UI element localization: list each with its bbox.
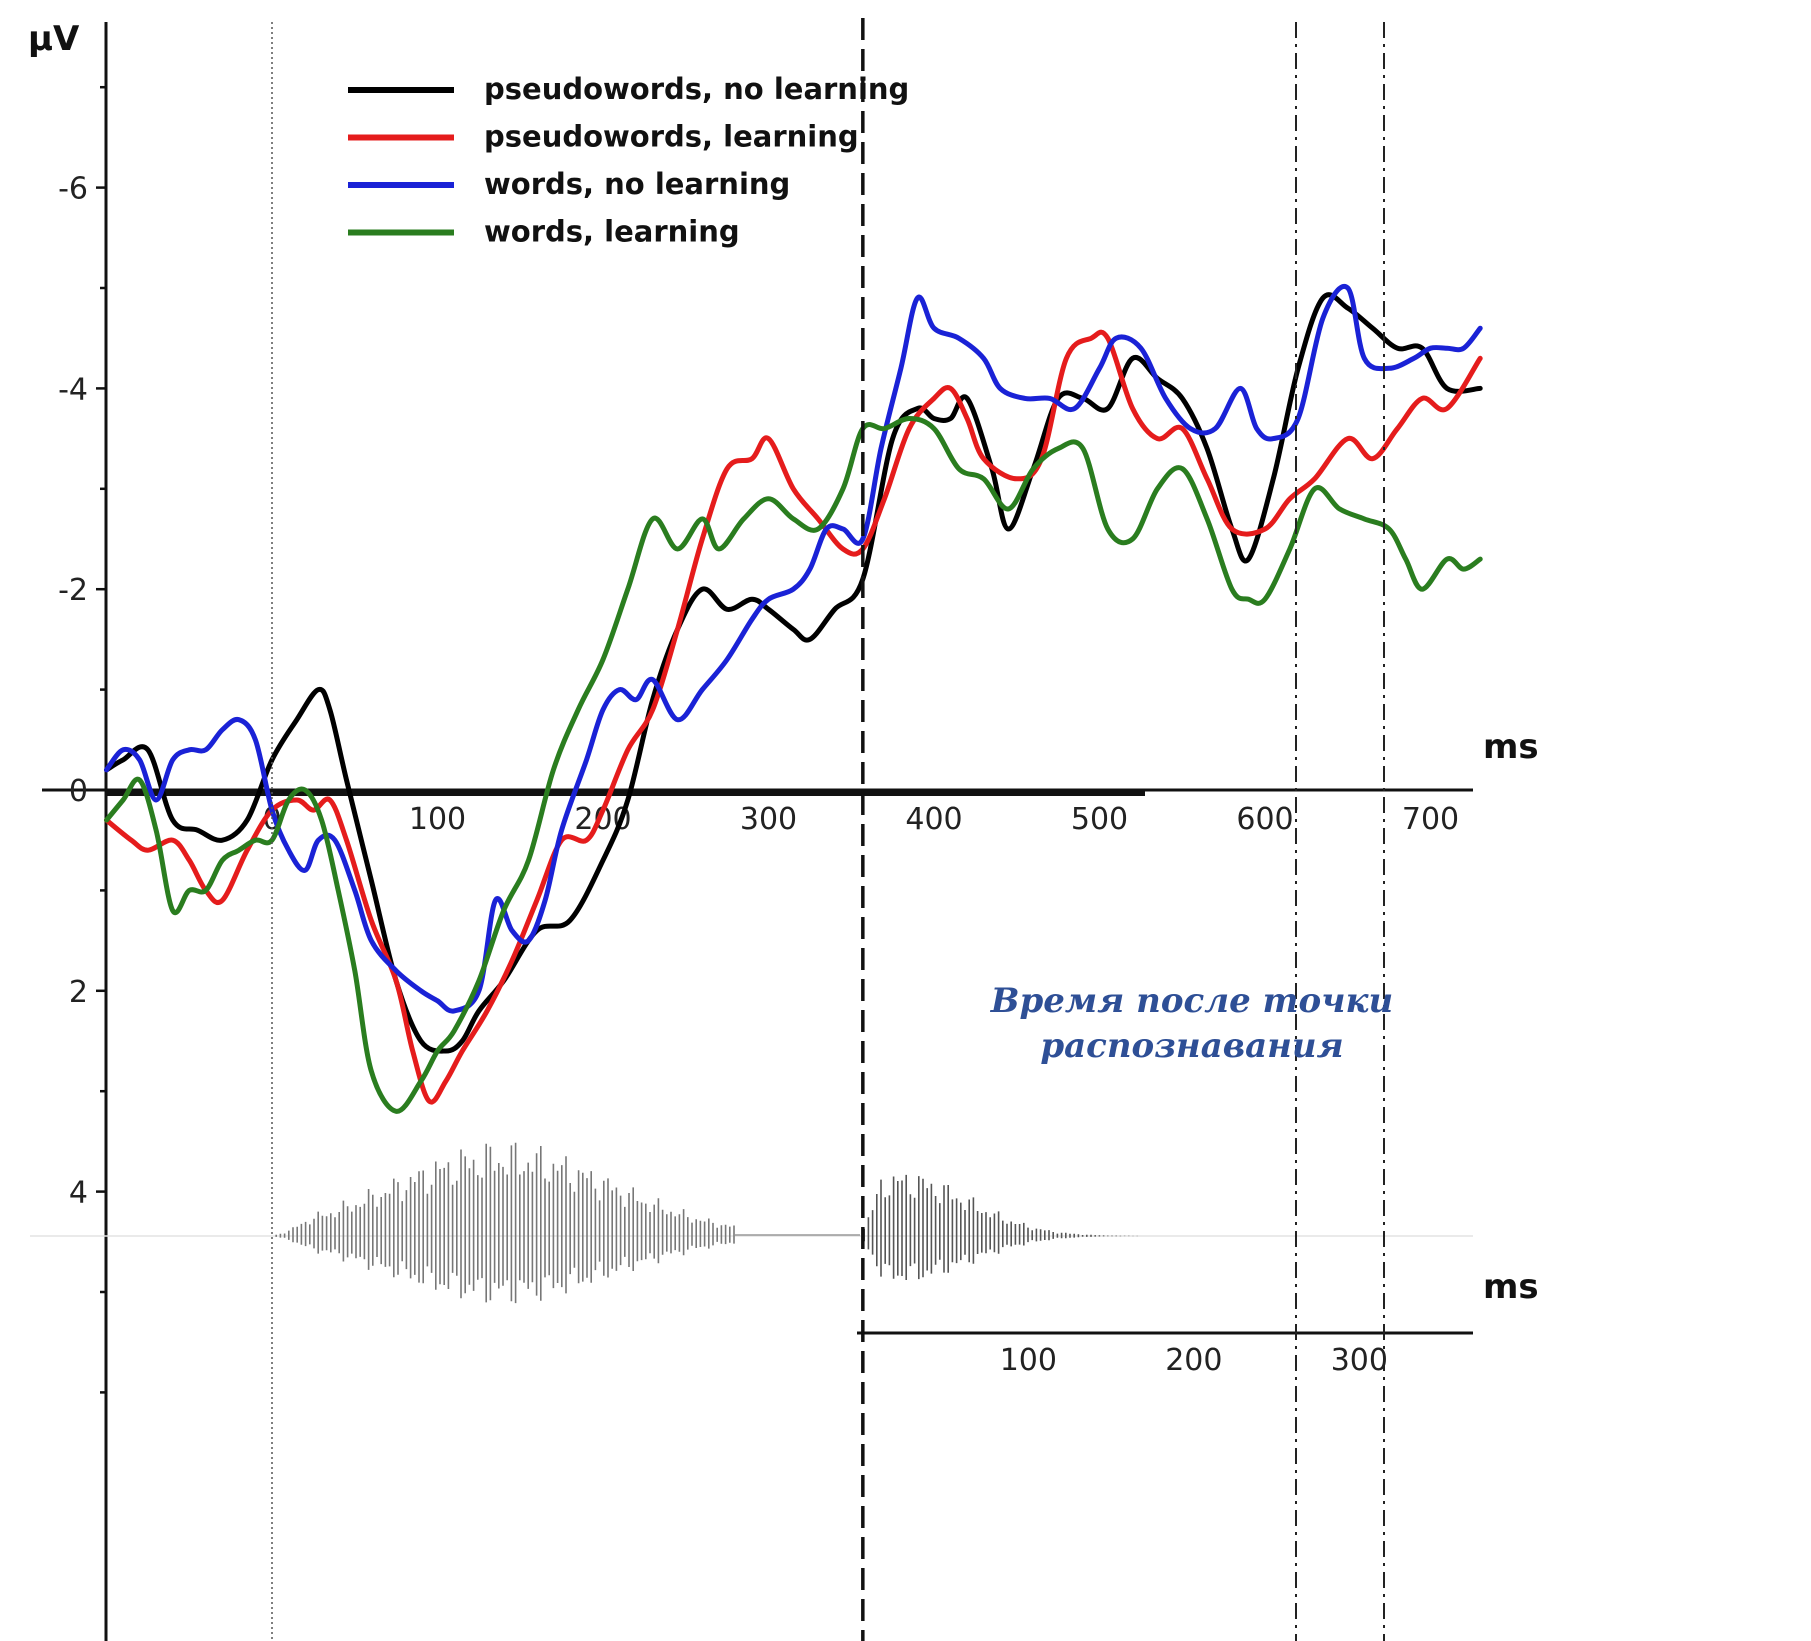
audio-waveform [275, 1142, 1138, 1304]
series-line-words-learning [104, 416, 1483, 1114]
waveform-word-2 [863, 1174, 1138, 1280]
y-tick-label: 4 [69, 1176, 88, 1211]
annotation-line-2: распознавания [1040, 1026, 1343, 1066]
waveform-word-1 [275, 1142, 735, 1304]
y-tick-label: -6 [58, 172, 88, 207]
x-tick-label: 100 [409, 802, 466, 837]
secondary-x-tick-label: 100 [1000, 1343, 1057, 1378]
series-line-words-no-learning [104, 283, 1483, 1014]
legend-label: pseudowords, learning [484, 120, 859, 154]
x-tick-label: 700 [1402, 802, 1459, 837]
legend-label: pseudowords, no learning [484, 72, 909, 106]
y-axis-unit-label: µV [28, 19, 80, 59]
marker-lines [271, 18, 1385, 1641]
y-tick-label: 0 [69, 774, 88, 809]
x-tick-label: 400 [905, 802, 962, 837]
x-tick-label: 300 [740, 802, 797, 837]
secondary-x-tick-label: 300 [1331, 1343, 1388, 1378]
legend-label: words, no learning [484, 167, 790, 201]
secondary-x-tick-label: 200 [1165, 1343, 1222, 1378]
y-tick-label: 2 [69, 975, 88, 1010]
secondary-x-axis-unit-label: ms [1483, 1267, 1539, 1307]
x-tick-label: 500 [1071, 802, 1128, 837]
x-axis-unit-label: ms [1483, 727, 1539, 767]
series-line-pseudowords-no-learning [104, 292, 1483, 1054]
series-lines [104, 283, 1483, 1114]
legend-label: words, learning [484, 215, 740, 249]
chart-labels: µV ms ms Время после точки распознавания [28, 19, 1539, 1307]
y-tick-label: -4 [58, 372, 88, 407]
annotation-line-1: Время после точки [990, 981, 1394, 1021]
y-tick-label: -2 [58, 573, 88, 608]
x-tick-label: 600 [1236, 802, 1293, 837]
legend: pseudowords, no learning pseudowords, lea… [348, 72, 909, 249]
